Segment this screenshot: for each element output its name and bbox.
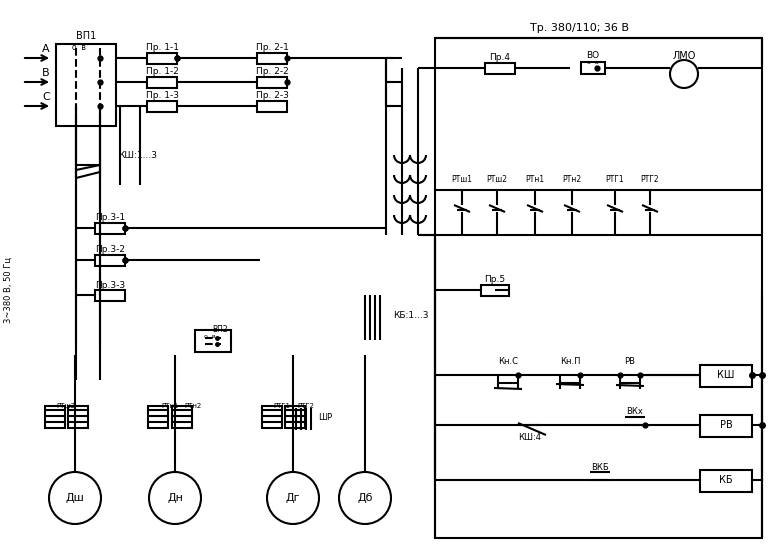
Text: Кн.С: Кн.С [498, 357, 518, 367]
Text: Пр. 2-1: Пр. 2-1 [255, 43, 288, 51]
Text: РТГ2: РТГ2 [298, 403, 315, 409]
Text: Дн: Дн [167, 493, 183, 503]
Bar [56, 44, 116, 126]
Text: 3~380 В, 50 Гц: 3~380 В, 50 Гц [4, 257, 12, 323]
Text: Кн.П: Кн.П [560, 357, 581, 367]
Text: РТн1: РТн1 [161, 403, 179, 409]
Text: РТГ1: РТГ1 [606, 175, 625, 185]
Bar [172, 406, 192, 428]
Text: Пр.5: Пр.5 [484, 275, 506, 284]
Bar [257, 101, 287, 112]
Text: КШ: КШ [717, 370, 735, 380]
Bar [262, 406, 282, 428]
Bar [700, 415, 752, 437]
Text: Тр. 380/110; 36 В: Тр. 380/110; 36 В [530, 23, 629, 33]
Text: A: A [42, 44, 50, 54]
Text: Пр.3-2: Пр.3-2 [95, 246, 125, 254]
Bar [147, 101, 177, 112]
Text: РТш2: РТш2 [487, 175, 507, 185]
Text: Пр. 2-2: Пр. 2-2 [256, 66, 288, 76]
Text: КШ:1...3: КШ:1...3 [118, 150, 157, 159]
Text: Дш: Дш [66, 493, 85, 503]
Bar [95, 290, 125, 300]
Bar [700, 470, 752, 492]
Bar [147, 53, 177, 64]
Text: РТн1: РТн1 [526, 175, 544, 185]
Bar [45, 406, 65, 428]
Bar [257, 76, 287, 87]
Text: Дб: Дб [357, 493, 372, 503]
Text: РТш1: РТш1 [452, 175, 473, 185]
Text: Пр. 1-1: Пр. 1-1 [146, 43, 179, 51]
Text: Дг: Дг [286, 493, 300, 503]
Bar [95, 254, 125, 265]
Text: ВП1: ВП1 [76, 31, 96, 41]
Text: Пр.3-1: Пр.3-1 [95, 213, 125, 222]
Bar [195, 330, 231, 352]
Text: о  в: о в [204, 335, 216, 340]
Text: Пр.4: Пр.4 [490, 54, 510, 62]
Text: РТш2: РТш2 [56, 403, 76, 409]
Text: Пр.3-3: Пр.3-3 [95, 280, 125, 290]
Text: ВП2: ВП2 [212, 326, 227, 335]
Bar [485, 62, 515, 74]
Text: РВ: РВ [625, 357, 635, 367]
Text: РТн2: РТн2 [562, 175, 581, 185]
Bar [481, 284, 509, 295]
Text: ЛМО: ЛМО [672, 51, 695, 61]
Text: ВО: ВО [587, 51, 600, 60]
Bar [285, 406, 305, 428]
Text: о  в: о в [72, 43, 86, 51]
Text: КШ:4: КШ:4 [519, 434, 541, 442]
Text: РТГ2: РТГ2 [641, 175, 659, 185]
Text: РТн2: РТн2 [184, 403, 202, 409]
Text: КБ: КБ [719, 475, 732, 485]
Text: C: C [42, 92, 50, 102]
Bar [700, 365, 752, 387]
Bar [148, 406, 168, 428]
Text: Пр. 2-3: Пр. 2-3 [255, 91, 288, 100]
Text: ШР: ШР [318, 414, 332, 422]
Text: РВ: РВ [719, 420, 732, 430]
Bar [257, 53, 287, 64]
Bar [95, 222, 125, 233]
Text: ВКх: ВКх [627, 408, 644, 416]
Text: B: B [42, 68, 50, 78]
Text: РТГ1: РТГ1 [274, 403, 291, 409]
Text: Пр. 1-3: Пр. 1-3 [146, 91, 179, 100]
Bar [147, 76, 177, 87]
Bar [68, 406, 88, 428]
Text: КБ:1...3: КБ:1...3 [393, 310, 429, 320]
Text: Пр. 1-2: Пр. 1-2 [146, 66, 178, 76]
Text: о  в: о в [588, 60, 599, 65]
Bar [435, 38, 762, 538]
Bar [581, 62, 605, 74]
Text: ВКБ: ВКБ [591, 462, 609, 472]
